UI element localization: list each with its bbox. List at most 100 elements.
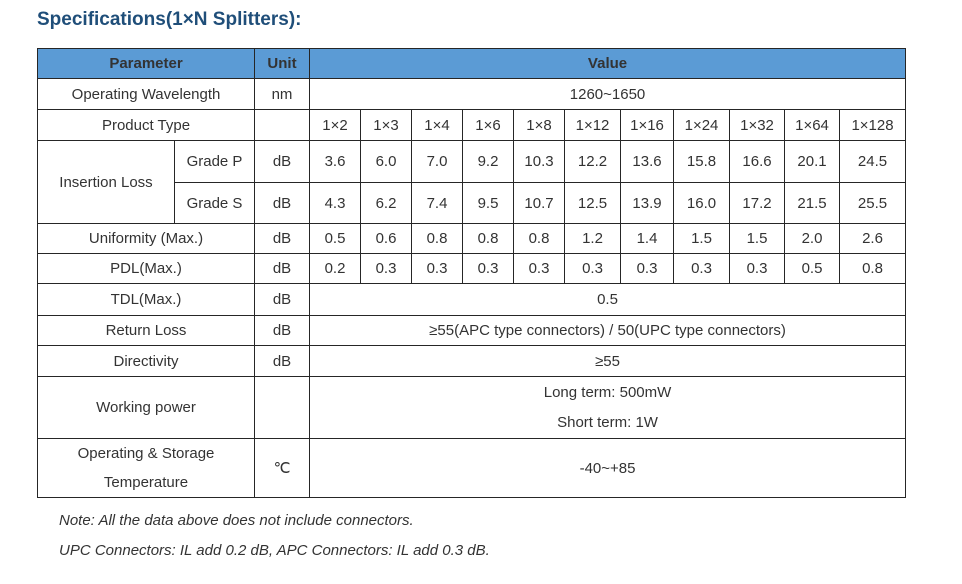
row-uniformity: Uniformity (Max.) dB 0.5 0.6 0.8 0.8 0.8… — [36, 223, 907, 254]
param-label-insertion-loss: Insertion Loss — [37, 140, 175, 224]
value-cell: 16.0 — [673, 182, 731, 224]
value-cell: 25.5 — [839, 182, 907, 224]
value-cell: 0.5 — [309, 283, 907, 316]
unit-cell: dB — [254, 140, 311, 183]
unit-cell: nm — [254, 78, 311, 110]
value-cell: ≥55 — [309, 345, 907, 377]
value-cell: 0.5 — [309, 223, 362, 254]
value-cell: 1.4 — [620, 223, 675, 254]
row-tdl: TDL(Max.) dB 0.5 — [36, 283, 907, 316]
row-return-loss: Return Loss dB ≥55(APC type connectors) … — [36, 315, 907, 346]
unit-cell — [254, 376, 311, 439]
value-cell: 1×64 — [784, 109, 841, 141]
value-cell: 0.3 — [729, 253, 786, 284]
value-cell: 1×32 — [729, 109, 786, 141]
param-label: Operating & Storage Temperature — [36, 438, 256, 498]
note-line-2: UPC Connectors: IL add 0.2 dB, APC Conne… — [59, 542, 490, 559]
value-cell: 1×12 — [564, 109, 622, 141]
value-cell: 0.6 — [360, 223, 413, 254]
value-cell: 2.0 — [784, 223, 841, 254]
note-line-1: Note: All the data above does not includ… — [59, 512, 414, 529]
row-working-power: Working power Long term: 500mW Short ter… — [36, 376, 907, 439]
param-label: PDL(Max.) — [36, 253, 256, 284]
value-cell: 1×3 — [360, 109, 413, 141]
value-cell: 1×16 — [620, 109, 675, 141]
row-temperature: Operating & Storage Temperature ℃ -40~+8… — [36, 438, 907, 498]
value-cell: 0.8 — [411, 223, 464, 254]
value-cell: 1.2 — [564, 223, 622, 254]
unit-cell: ℃ — [254, 438, 311, 498]
value-cell: 16.6 — [729, 140, 786, 183]
row-product-type: Product Type 1×2 1×3 1×4 1×6 1×8 1×12 1×… — [36, 109, 907, 141]
value-cell: 1×8 — [513, 109, 566, 141]
value-cell: 20.1 — [784, 140, 841, 183]
param-label: Directivity — [36, 345, 256, 377]
notes-section: Note: All the data above does not includ… — [59, 512, 962, 559]
unit-cell: dB — [254, 283, 311, 316]
header-value: Value — [309, 48, 907, 79]
value-cell: 1260~1650 — [309, 78, 907, 110]
sub-label-grade-s: Grade S — [173, 182, 256, 224]
value-cell: 4.3 — [309, 182, 362, 224]
value-cell: 0.8 — [839, 253, 907, 284]
value-cell: 0.3 — [564, 253, 622, 284]
param-label: Operating Wavelength — [36, 78, 256, 110]
value-cell: 21.5 — [784, 182, 841, 224]
value-cell: ≥55(APC type connectors) / 50(UPC type c… — [309, 315, 907, 346]
value-cell: 17.2 — [729, 182, 786, 224]
value-cell: 0.8 — [513, 223, 566, 254]
row-operating-wavelength: Operating Wavelength nm 1260~1650 — [36, 78, 907, 110]
temperature-label-line1: Operating & Storage — [77, 445, 215, 462]
param-label: TDL(Max.) — [36, 283, 256, 316]
header-unit: Unit — [254, 48, 311, 79]
value-cell: 12.2 — [564, 140, 622, 183]
param-label: Working power — [36, 376, 256, 439]
value-cell: 0.3 — [462, 253, 515, 284]
value-cell: 13.9 — [620, 182, 675, 224]
value-cell: 1×6 — [462, 109, 515, 141]
value-cell: Long term: 500mW Short term: 1W — [309, 376, 907, 439]
value-cell: 0.3 — [513, 253, 566, 284]
value-cell: 0.3 — [360, 253, 413, 284]
value-cell: 10.3 — [513, 140, 566, 183]
value-cell: 2.6 — [839, 223, 907, 254]
working-power-long-term: Long term: 500mW — [543, 383, 672, 401]
working-power-short-term: Short term: 1W — [557, 413, 658, 431]
value-cell: 1×128 — [839, 109, 907, 141]
value-cell: 1.5 — [673, 223, 731, 254]
value-cell: 0.8 — [462, 223, 515, 254]
value-cell: 3.6 — [309, 140, 362, 183]
value-cell: -40~+85 — [309, 438, 907, 498]
value-cell: 6.2 — [360, 182, 413, 224]
value-cell: 1×4 — [411, 109, 464, 141]
value-cell: 0.5 — [784, 253, 841, 284]
unit-cell: dB — [254, 253, 311, 284]
value-cell: 7.4 — [411, 182, 464, 224]
value-cell: 9.2 — [462, 140, 515, 183]
table-header-row: Parameter Unit Value — [36, 48, 907, 79]
row-insertion-loss-grade-p: Insertion Loss Grade P dB 3.6 6.0 7.0 9.… — [37, 140, 907, 224]
value-cell: 10.7 — [513, 182, 566, 224]
value-cell: 13.6 — [620, 140, 675, 183]
row-insertion-loss-grade-s: Grade S dB 4.3 6.2 7.4 9.5 10.7 12.5 13.… — [38, 182, 907, 224]
sub-label-grade-p: Grade P — [173, 140, 256, 183]
value-cell: 6.0 — [360, 140, 413, 183]
value-cell: 24.5 — [839, 140, 907, 183]
value-cell: 0.3 — [673, 253, 731, 284]
value-cell: 15.8 — [673, 140, 731, 183]
unit-cell — [254, 109, 311, 141]
header-parameter: Parameter — [36, 48, 256, 79]
value-cell: 9.5 — [462, 182, 515, 224]
value-cell: 0.3 — [411, 253, 464, 284]
temperature-label-line2: Temperature — [103, 474, 189, 491]
unit-cell: dB — [254, 345, 311, 377]
row-pdl: PDL(Max.) dB 0.2 0.3 0.3 0.3 0.3 0.3 0.3… — [36, 253, 907, 284]
specifications-table: Parameter Unit Value Operating Wavelengt… — [36, 48, 907, 498]
param-label: Product Type — [36, 109, 256, 141]
value-cell: 0.2 — [309, 253, 362, 284]
value-cell: 1.5 — [729, 223, 786, 254]
page-title: Specifications(1×N Splitters): — [37, 9, 302, 30]
value-cell: 12.5 — [564, 182, 622, 224]
value-cell: 1×2 — [309, 109, 362, 141]
